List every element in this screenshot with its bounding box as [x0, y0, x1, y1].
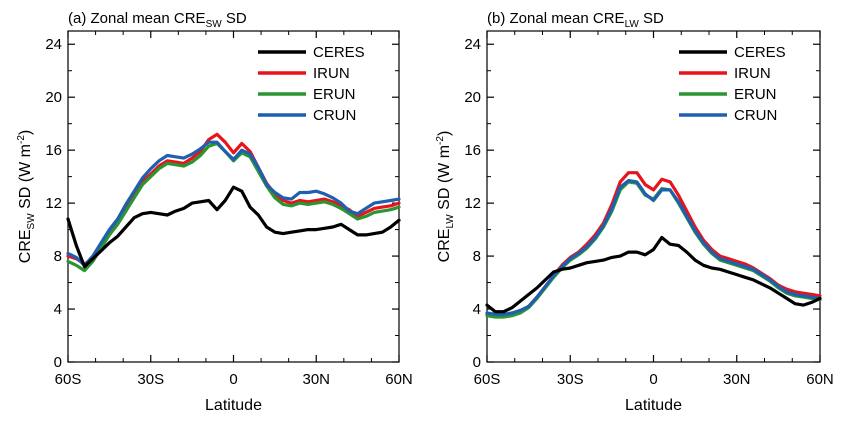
- panel-title: (b) Zonal mean CRELW SD: [487, 10, 664, 30]
- x-tick-label: 30N: [302, 371, 330, 388]
- series-line-irun: [485, 171, 822, 318]
- title-subscript: LW: [625, 19, 640, 30]
- series-line-crun: [66, 140, 401, 267]
- title-suffix: SD: [639, 10, 664, 27]
- y-axis-title: CRELW SD (W m-2): [435, 131, 456, 263]
- x-tick-label: 60S: [55, 371, 82, 388]
- y-title-units: SD (W m: [17, 144, 34, 213]
- y-tick-label: 0: [473, 354, 481, 371]
- x-axis-title: Latitude: [205, 397, 262, 414]
- title-text: (a) Zonal mean CRE: [68, 10, 206, 27]
- y-title-subscript: LW: [445, 214, 456, 229]
- x-tick-label: 30N: [723, 371, 751, 388]
- panel-title: (a) Zonal mean CRESW SD: [68, 10, 247, 30]
- legend-label-crun: CRUN: [313, 107, 356, 124]
- x-tick-label: 30S: [557, 371, 584, 388]
- series-line-ceres: [485, 235, 822, 314]
- y-tick-label: 0: [54, 354, 62, 371]
- y-tick-label: 16: [464, 142, 481, 159]
- y-tick-label: 24: [45, 36, 62, 53]
- series-line-crun: [485, 179, 822, 316]
- y-tick-label: 8: [54, 248, 62, 265]
- y-title-text: CRE: [17, 229, 34, 263]
- title-suffix: SD: [222, 10, 247, 27]
- y-title-units: SD (W m: [436, 145, 453, 214]
- x-tick-label: 60S: [474, 371, 501, 388]
- legend-label-irun: IRUN: [313, 65, 350, 82]
- y-title-close: ): [436, 131, 453, 136]
- y-tick-label: 4: [54, 301, 62, 318]
- legend-label-irun: IRUN: [734, 65, 771, 82]
- legend-label-ceres: CERES: [313, 44, 365, 61]
- y-tick-label: 12: [45, 195, 62, 212]
- x-tick-label: 60N: [385, 371, 413, 388]
- y-tick-label: 12: [464, 195, 481, 212]
- y-tick-label: 16: [45, 142, 62, 159]
- y-title-superscript: -2: [435, 136, 446, 145]
- y-tick-label: 20: [45, 89, 62, 106]
- y-title-close: ): [17, 130, 34, 135]
- y-title-superscript: -2: [16, 135, 27, 144]
- y-tick-label: 20: [464, 89, 481, 106]
- y-axis-title: CRESW SD (W m-2): [16, 130, 37, 263]
- x-tick-label: 0: [229, 371, 237, 388]
- y-title-subscript: SW: [26, 213, 37, 230]
- series-line-erun: [66, 141, 401, 273]
- legend-label-ceres: CERES: [734, 44, 786, 61]
- y-tick-label: 8: [473, 248, 481, 265]
- y-title-text: CRE: [436, 229, 453, 263]
- y-tick-label: 4: [473, 301, 481, 318]
- x-tick-label: 60N: [806, 371, 834, 388]
- x-axis-title: Latitude: [625, 397, 682, 414]
- title-text: (b) Zonal mean CRE: [487, 10, 625, 27]
- series-line-irun: [66, 132, 401, 266]
- y-tick-label: 24: [464, 36, 481, 53]
- x-tick-label: 30S: [137, 371, 164, 388]
- x-tick-label: 0: [649, 371, 657, 388]
- legend-label-erun: ERUN: [313, 86, 356, 103]
- series-line-ceres: [66, 185, 401, 269]
- title-subscript: SW: [206, 19, 223, 30]
- legend-label-erun: ERUN: [734, 86, 777, 103]
- legend-label-crun: CRUN: [734, 107, 777, 124]
